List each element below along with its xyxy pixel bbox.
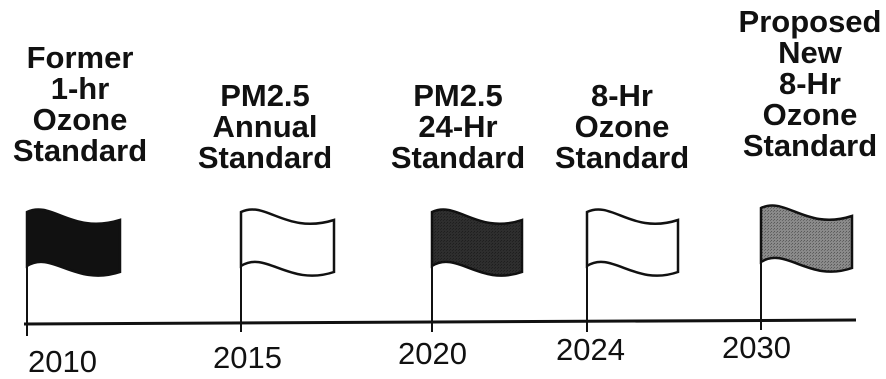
label-line: New (778, 35, 842, 70)
label-line: Standard (197, 140, 333, 175)
milestone-label-2024: 8-Hr Ozone Standard (552, 80, 692, 173)
label-line: 8-Hr (778, 66, 841, 101)
flag-2010 (25, 208, 122, 336)
label-line: Standard (742, 128, 878, 163)
milestone-label-2010: Former 1-hr Ozone Standard (10, 42, 150, 166)
flag-2024 (585, 208, 680, 332)
label-line: PM2.5 (413, 78, 503, 113)
flag-2020 (430, 208, 524, 332)
milestone-label-2015: PM2.5 Annual Standard (195, 80, 335, 173)
label-line: PM2.5 (220, 78, 310, 113)
label-line: Ozone (32, 102, 128, 137)
flag-texture (432, 209, 522, 276)
flag-texture (761, 205, 852, 272)
label-line: Annual (212, 109, 318, 144)
label-line: Ozone (762, 97, 858, 132)
label-line: Standard (390, 140, 526, 175)
year-label-2015: 2015 (213, 340, 282, 375)
year-label-2010: 2010 (28, 344, 97, 379)
year-label-2030: 2030 (722, 330, 791, 365)
year-label-2020: 2020 (398, 336, 467, 371)
flag-banner (239, 208, 336, 277)
label-line: Former (26, 40, 134, 75)
flag-2030 (759, 204, 854, 330)
label-line: Proposed (738, 4, 882, 39)
flag-banner (25, 208, 122, 277)
milestone-label-2020: PM2.5 24-Hr Standard (388, 80, 528, 173)
label-line: 8-Hr (590, 78, 653, 113)
label-line: 24-Hr (418, 109, 498, 144)
timeline-axis (23, 318, 857, 326)
label-line: Standard (12, 133, 148, 168)
label-line: 1-hr (50, 71, 110, 106)
year-label-2024: 2024 (556, 332, 625, 367)
label-line: Ozone (574, 109, 670, 144)
milestone-label-2030: Proposed New 8-Hr Ozone Standard (735, 6, 885, 161)
label-line: Standard (554, 140, 690, 175)
flag-2015 (239, 208, 336, 332)
flag-banner (585, 208, 680, 277)
